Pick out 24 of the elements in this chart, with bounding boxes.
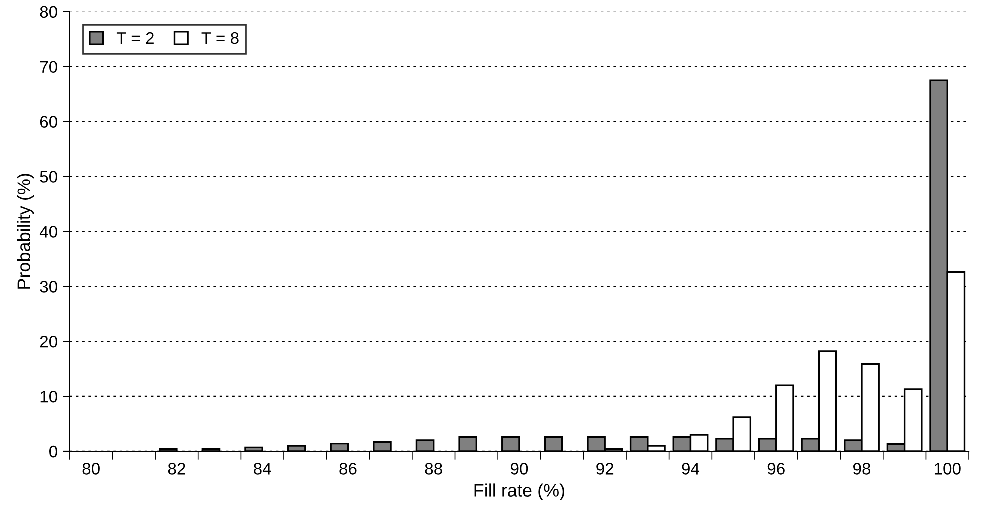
y-tick-label: 70 bbox=[40, 61, 58, 74]
x-tick-label: 96 bbox=[768, 463, 785, 475]
y-tick-label: 0 bbox=[50, 446, 58, 458]
y-tick-label: 10 bbox=[40, 390, 58, 403]
y-tick-label: 50 bbox=[40, 171, 58, 183]
x-tick-label: 88 bbox=[425, 463, 442, 475]
legend-label: T = 8 bbox=[202, 32, 239, 44]
x-tick-label: 84 bbox=[254, 463, 272, 475]
x-tick-label: 92 bbox=[596, 463, 614, 475]
x-tick-label: 98 bbox=[854, 463, 871, 475]
x-tick-label: 94 bbox=[682, 463, 700, 475]
y-tick-label: 80 bbox=[40, 6, 58, 18]
y-tick-label: 40 bbox=[40, 226, 58, 238]
x-tick-label: 80 bbox=[82, 463, 100, 475]
y-axis-title: Probability (%) bbox=[17, 174, 34, 289]
x-tick-label: 100 bbox=[934, 463, 961, 475]
y-tick-label: 60 bbox=[40, 116, 58, 128]
x-tick-label: 86 bbox=[340, 463, 357, 475]
y-tick-label: 30 bbox=[40, 281, 58, 293]
x-axis-title: Fill rate (%) bbox=[474, 484, 565, 501]
legend-label: T = 2 bbox=[116, 32, 154, 44]
x-tick-label: 82 bbox=[168, 463, 186, 475]
x-tick-label: 90 bbox=[510, 463, 528, 475]
y-tick-label: 20 bbox=[40, 336, 58, 348]
